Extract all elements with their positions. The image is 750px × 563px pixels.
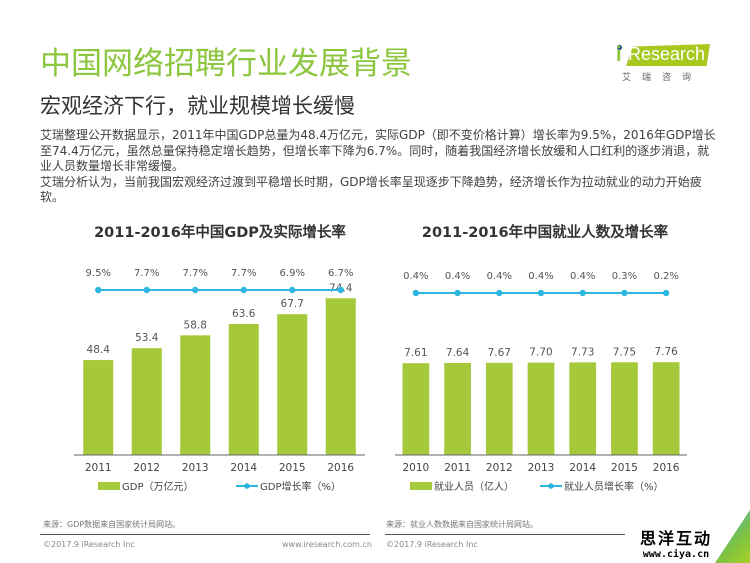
growth-rate-label: 7.7% xyxy=(134,268,159,279)
x-tick-label: 2012 xyxy=(486,462,513,474)
iresearch-logo: i Research 艾瑞咨询 xyxy=(612,42,712,83)
chart-title-employment: 2011-2016年中国就业人数及增长率 xyxy=(421,225,669,241)
legend-bar-swatch xyxy=(98,482,120,490)
watermark-url: www.ciya.cn xyxy=(642,549,710,560)
bar xyxy=(277,314,308,455)
watermark-cn: 思洋互动 xyxy=(640,529,713,548)
bar-value-label: 7.76 xyxy=(654,346,678,358)
x-tick-label: 2015 xyxy=(611,462,638,474)
logo-dot-icon xyxy=(617,45,622,50)
growth-rate-label: 9.5% xyxy=(86,268,111,279)
logo-banner xyxy=(626,44,710,66)
growth-rate-label: 6.7% xyxy=(328,268,353,279)
x-tick-label: 2012 xyxy=(133,462,160,474)
description: 艾瑞整理公开数据显示，2011年中国GDP总量为48.4万亿元，实际GDP（即不… xyxy=(40,128,720,206)
legend-bar-swatch xyxy=(410,482,432,490)
page-title: 中国网络招聘行业发展背景 xyxy=(40,46,412,82)
copyright-right: ©2017.9 iResearch Inc xyxy=(386,540,478,549)
bar xyxy=(131,348,162,455)
legend-bar-label: GDP（万亿元） xyxy=(122,480,193,493)
bar-value-label: 7.70 xyxy=(529,347,552,359)
growth-rate-point xyxy=(95,286,102,294)
gdp-chart: 48.4 2011 53.4 2012 58.8 2013 63.6 2014 67.7 2015… xyxy=(74,268,365,493)
bar xyxy=(228,323,259,455)
corner-decoration xyxy=(715,510,750,563)
growth-rate-point xyxy=(662,289,670,297)
bar xyxy=(444,362,471,455)
chart-title-gdp: 2011-2016年中国GDP及实际增长率 xyxy=(94,225,346,241)
bar xyxy=(325,298,356,455)
bar xyxy=(485,362,513,455)
bar-value-label: 7.61 xyxy=(404,347,427,359)
copyright-left: ©2017.9 iResearch Inc xyxy=(43,540,135,549)
x-tick-label: 2011 xyxy=(444,462,471,474)
bar-value-label: 58.8 xyxy=(184,319,207,331)
bar-value-label: 48.4 xyxy=(87,344,111,356)
page-subtitle: 宏观经济下行，就业规模增长缓慢 xyxy=(40,94,355,118)
watermark: 思洋互动 www.ciya.cn xyxy=(640,525,712,560)
growth-rate-label: 0.4% xyxy=(570,271,595,282)
bar-value-label: 7.73 xyxy=(571,346,594,358)
website-link[interactable]: www.iresearch.com.cn xyxy=(282,540,372,549)
growth-rate-point xyxy=(496,289,503,297)
footer-divider-right xyxy=(385,534,625,535)
x-tick-label: 2016 xyxy=(653,462,680,474)
bar-value-label: 7.64 xyxy=(446,347,470,359)
description-paragraph-2: 艾瑞分析认为，当前我国宏观经济过渡到平稳增长时期，GDP增长率呈现逐步下降趋势，… xyxy=(40,174,702,205)
growth-rate-point xyxy=(337,286,344,294)
growth-rate-label: 0.4% xyxy=(403,271,428,282)
growth-rate-label: 0.4% xyxy=(445,271,470,282)
bar xyxy=(527,362,555,455)
x-tick-label: 2016 xyxy=(327,462,354,474)
x-tick-label: 2011 xyxy=(85,462,112,474)
source-note-employment: 来源：就业人数数据来自国家统计局网站。 xyxy=(386,520,538,529)
description-paragraph-1: 艾瑞整理公开数据显示，2011年中国GDP总量为48.4万亿元，实际GDP（即不… xyxy=(40,128,716,173)
growth-rate-point xyxy=(289,286,296,294)
growth-rate-point xyxy=(412,289,420,297)
growth-rate-point xyxy=(454,289,461,297)
growth-rate-point xyxy=(143,286,150,294)
growth-rate-point xyxy=(621,289,628,297)
bar xyxy=(83,360,114,455)
legend-line-marker xyxy=(548,483,554,489)
x-tick-label: 2013 xyxy=(528,462,555,474)
employment-chart: 7.61 2010 7.64 2011 7.67 2012 7.70 2013 7.73 2014… xyxy=(395,271,687,493)
footer-divider-left xyxy=(40,534,370,535)
bar-value-label: 53.4 xyxy=(135,332,159,344)
bar xyxy=(611,362,638,455)
x-tick-label: 2014 xyxy=(230,462,257,474)
growth-rate-point xyxy=(240,286,247,294)
growth-rate-label: 0.4% xyxy=(487,271,512,282)
legend-line-label: GDP增长率（%） xyxy=(260,480,341,493)
x-tick-label: 2013 xyxy=(182,462,209,474)
source-note-gdp: 来源：GDP数据来自国家统计局网站。 xyxy=(43,520,181,529)
legend-line-label: 就业人员增长率（%） xyxy=(564,480,664,493)
legend-line-marker xyxy=(244,483,250,489)
x-tick-label: 2015 xyxy=(279,462,306,474)
growth-rate-label: 6.9% xyxy=(280,268,305,279)
growth-rate-label: 0.3% xyxy=(612,271,637,282)
legend-bar-label: 就业人员（亿人） xyxy=(434,480,514,493)
bar-value-label: 7.75 xyxy=(613,346,636,358)
x-tick-label: 2014 xyxy=(569,462,596,474)
bar-value-label: 7.67 xyxy=(488,347,511,359)
bar xyxy=(652,362,680,455)
bar-value-label: 67.7 xyxy=(281,298,304,310)
growth-rate-label: 7.7% xyxy=(231,268,256,279)
growth-rate-point xyxy=(192,286,199,294)
logo-brand: Research xyxy=(628,44,706,64)
bar xyxy=(402,363,430,455)
growth-rate-point xyxy=(579,289,586,297)
growth-rate-label: 0.4% xyxy=(528,271,553,282)
bar-value-label: 63.6 xyxy=(232,308,256,320)
growth-rate-label: 0.2% xyxy=(653,271,678,282)
logo-cn-name: 艾瑞咨询 xyxy=(622,73,703,83)
bar xyxy=(180,335,211,455)
logo-prefix: i xyxy=(616,44,622,66)
bar xyxy=(569,362,597,455)
x-tick-label: 2010 xyxy=(402,462,429,474)
growth-rate-point xyxy=(537,289,545,297)
growth-rate-label: 7.7% xyxy=(183,268,208,279)
